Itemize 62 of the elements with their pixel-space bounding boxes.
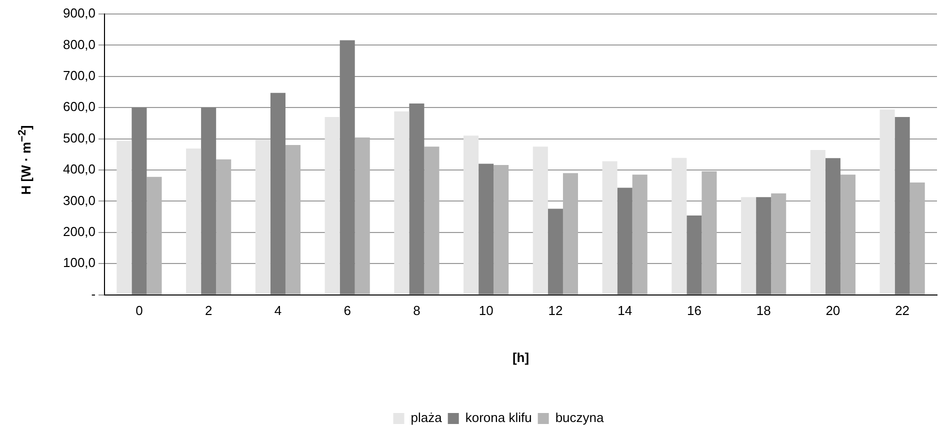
y-tick-label: 700,0 xyxy=(62,68,96,83)
bar xyxy=(617,188,632,294)
x-tick-label: 10 xyxy=(478,303,494,318)
y-tick-label: 600,0 xyxy=(62,99,96,114)
x-tick-label: 18 xyxy=(756,303,771,318)
bar xyxy=(464,136,479,294)
y-tick-label: 400,0 xyxy=(62,162,96,177)
y-tick-label: 900,0 xyxy=(62,6,96,21)
bar xyxy=(632,174,648,294)
bar xyxy=(478,164,494,294)
bar xyxy=(270,92,286,294)
bar xyxy=(672,158,687,294)
bar xyxy=(562,173,578,294)
bar xyxy=(146,176,162,294)
y-tick-label: 200,0 xyxy=(62,224,96,239)
legend-label: buczyna xyxy=(555,410,605,426)
y-tick-label: 500,0 xyxy=(62,130,96,146)
y-tick-label: - xyxy=(91,286,96,302)
y-tick-label: 800,0 xyxy=(62,36,96,52)
bar xyxy=(771,193,786,294)
bar xyxy=(880,109,895,294)
x-tick-label: 6 xyxy=(344,303,351,318)
bar xyxy=(216,159,232,294)
bar xyxy=(132,108,147,294)
bar xyxy=(741,197,756,294)
bar xyxy=(255,139,270,294)
bar xyxy=(548,208,563,294)
bar xyxy=(186,148,202,294)
x-tick-label: 8 xyxy=(413,303,420,318)
bar xyxy=(756,197,772,294)
bar xyxy=(686,216,702,294)
bar xyxy=(394,111,410,294)
bar xyxy=(825,158,840,294)
x-tick-label: 2 xyxy=(204,303,212,318)
bar xyxy=(424,146,440,294)
bar xyxy=(532,146,548,294)
y-tick-label: 300,0 xyxy=(62,192,96,208)
legend-label: plaża xyxy=(410,410,443,426)
x-tick-label: 22 xyxy=(895,303,910,318)
bar xyxy=(810,150,826,294)
bar xyxy=(494,165,509,294)
x-tick-label: 14 xyxy=(618,303,632,318)
bar xyxy=(702,171,717,294)
x-tick-label: 0 xyxy=(136,303,143,318)
x-tick-label: 4 xyxy=(274,303,282,318)
bar xyxy=(285,145,301,294)
x-tick-label: 12 xyxy=(548,303,563,318)
bar xyxy=(894,116,910,294)
bar xyxy=(340,40,355,294)
bar xyxy=(840,174,856,294)
bar xyxy=(116,140,132,294)
x-tick-label: 16 xyxy=(686,303,702,318)
x-tick-label: 20 xyxy=(826,303,840,318)
y-tick-label: 100,0 xyxy=(62,255,96,270)
bar xyxy=(602,161,618,294)
bar xyxy=(910,182,925,294)
bar xyxy=(354,138,370,294)
bar xyxy=(324,116,340,294)
bar xyxy=(409,104,424,294)
legend-label: korona klifu xyxy=(465,410,532,426)
x-axis-title: [h] xyxy=(512,350,530,365)
bar xyxy=(201,108,216,294)
